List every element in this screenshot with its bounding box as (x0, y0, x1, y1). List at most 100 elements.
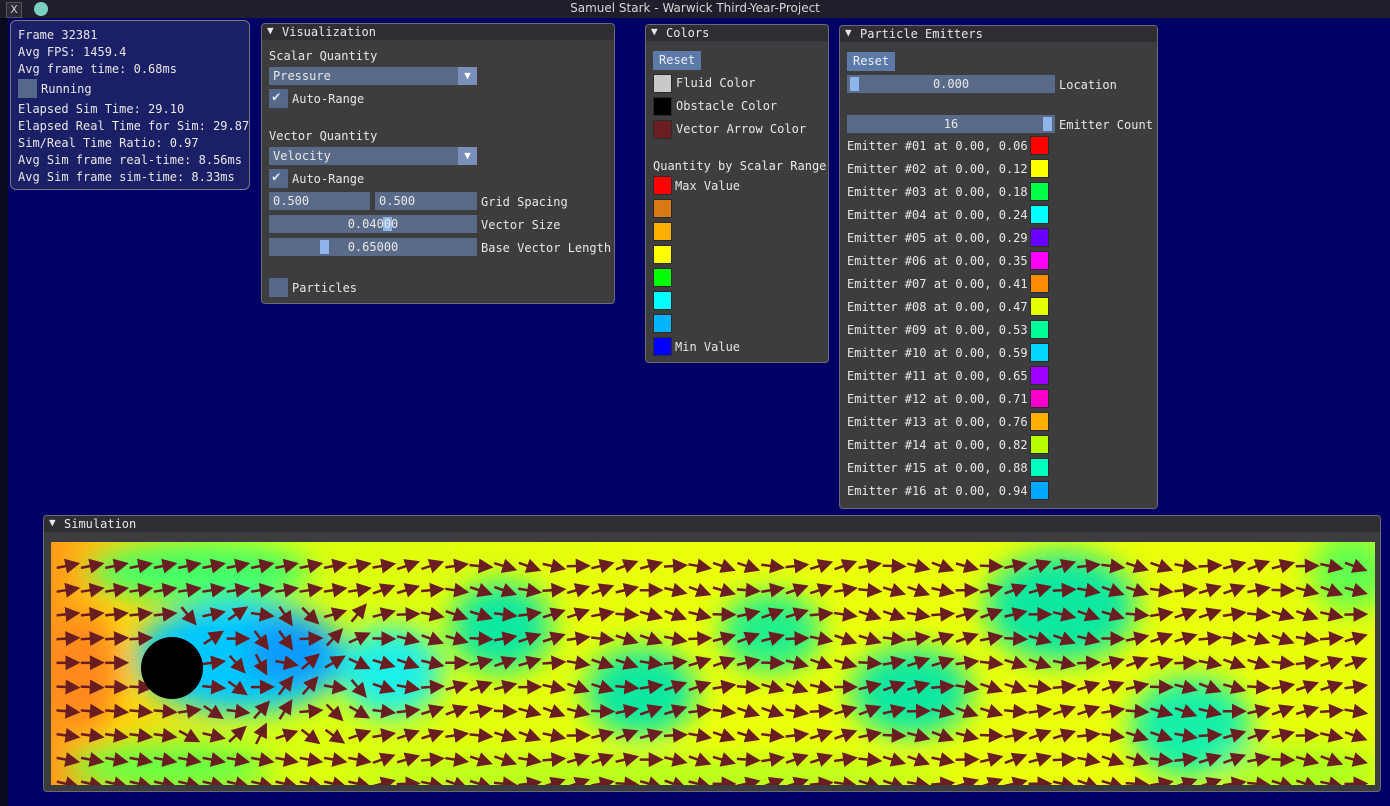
velocity-arrow (615, 606, 640, 622)
emitter-color-swatch[interactable] (1030, 412, 1049, 431)
velocity-arrow (955, 679, 980, 695)
velocity-arrow (56, 582, 81, 598)
particles-checkbox[interactable] (269, 278, 288, 297)
emitter-color-swatch[interactable] (1030, 343, 1049, 362)
velocity-arrow (615, 679, 640, 695)
collapse-arrow-icon[interactable]: ▼ (845, 26, 852, 39)
velocity-arrow (639, 558, 664, 574)
color-swatch[interactable] (653, 74, 672, 93)
vector-quantity-select[interactable]: Velocity ▼ (269, 147, 477, 165)
velocity-arrow (80, 776, 105, 785)
velocity-arrow (1077, 607, 1101, 622)
scalar-auto-range-checkbox[interactable] (269, 89, 288, 108)
scalar-range-swatch[interactable] (653, 337, 672, 356)
emitter-color-swatch[interactable] (1030, 274, 1049, 293)
velocity-arrow (105, 631, 130, 647)
velocity-arrow (834, 606, 858, 622)
window-button-icon[interactable] (34, 2, 48, 16)
velocity-arrow (1271, 582, 1296, 598)
grid-spacing-x-input[interactable]: 0.500 (269, 192, 370, 210)
velocity-arrow (105, 582, 129, 598)
vector-size-slider[interactable]: 0.04000 (269, 215, 477, 233)
emitter-color-swatch[interactable] (1030, 389, 1049, 408)
emitter-color-swatch[interactable] (1030, 458, 1049, 477)
velocity-arrow (809, 752, 834, 767)
velocity-arrow (566, 631, 591, 647)
velocity-arrow (834, 559, 858, 574)
emitter-color-swatch[interactable] (1030, 297, 1049, 316)
emitter-label: Emitter #04 at 0.00, 0.24 (847, 208, 1028, 222)
velocity-arrow (1247, 606, 1272, 622)
collapse-arrow-icon[interactable]: ▼ (651, 25, 658, 38)
velocity-arrow (203, 704, 224, 720)
velocity-arrow (591, 703, 616, 719)
emitter-color-swatch[interactable] (1030, 435, 1049, 454)
emitter-color-swatch[interactable] (1030, 481, 1049, 500)
chevron-down-icon[interactable]: ▼ (458, 67, 477, 85)
emitter-count-slider[interactable]: 16 (847, 115, 1055, 133)
velocity-arrow (300, 728, 321, 745)
emitter-color-swatch[interactable] (1030, 136, 1049, 155)
colors-reset-button[interactable]: Reset (653, 51, 702, 70)
velocity-arrow (323, 679, 348, 695)
slider-grab[interactable] (320, 240, 329, 254)
color-swatch[interactable] (653, 120, 672, 139)
scalar-range-swatch[interactable] (653, 268, 672, 287)
base-vector-length-slider[interactable]: 0.65000 (269, 238, 477, 256)
velocity-arrow (325, 703, 344, 722)
colors-titlebar[interactable]: ▼ Colors (646, 25, 828, 41)
velocity-arrow (1028, 631, 1052, 646)
velocity-arrow (518, 728, 542, 743)
slider-grab[interactable] (383, 217, 392, 231)
velocity-arrow (129, 606, 154, 622)
emitter-label: Emitter #13 at 0.00, 0.76 (847, 415, 1028, 429)
velocity-arrow (323, 582, 348, 598)
slider-grab[interactable] (850, 77, 859, 91)
velocity-arrow (493, 776, 518, 785)
collapse-arrow-icon[interactable]: ▼ (49, 516, 56, 529)
velocity-arrow (396, 606, 421, 622)
velocity-arrow (177, 752, 202, 767)
vector-auto-range-checkbox[interactable] (269, 169, 288, 188)
running-checkbox[interactable] (18, 79, 37, 98)
scalar-range-swatch[interactable] (653, 245, 672, 264)
location-slider[interactable]: 0.000 (847, 75, 1055, 93)
emitters-titlebar[interactable]: ▼ Particle Emitters (840, 26, 1157, 42)
emitter-color-swatch[interactable] (1030, 182, 1049, 201)
scalar-range-swatch[interactable] (653, 176, 672, 195)
simulation-view[interactable] (51, 542, 1375, 785)
emitter-color-swatch[interactable] (1030, 228, 1049, 247)
velocity-arrow (1077, 728, 1101, 743)
slider-grab[interactable] (1043, 117, 1052, 131)
scalar-range-swatch[interactable] (653, 291, 672, 310)
velocity-arrow (858, 631, 882, 646)
visualization-titlebar[interactable]: ▼ Visualization (262, 24, 614, 40)
chevron-down-icon[interactable]: ▼ (458, 147, 477, 165)
velocity-arrow (1077, 631, 1101, 646)
emitter-color-swatch[interactable] (1030, 205, 1049, 224)
location-value: 0.000 (932, 77, 970, 91)
simulation-titlebar[interactable]: ▼ Simulation (44, 516, 1380, 532)
collapse-arrow-icon[interactable]: ▼ (267, 24, 274, 37)
emitter-color-swatch[interactable] (1030, 251, 1049, 270)
velocity-arrow (202, 752, 227, 767)
velocity-arrow (300, 653, 320, 670)
emitter-color-swatch[interactable] (1030, 159, 1049, 178)
emitter-label: Emitter #15 at 0.00, 0.88 (847, 461, 1028, 475)
velocity-arrow (542, 558, 567, 574)
emitter-color-swatch[interactable] (1030, 320, 1049, 339)
emitters-reset-button[interactable]: Reset (847, 52, 896, 71)
velocity-arrow (105, 679, 130, 695)
grid-spacing-y-input[interactable]: 0.500 (375, 192, 477, 210)
x-app-icon[interactable]: X (6, 2, 22, 18)
color-swatch[interactable] (653, 97, 672, 116)
velocity-arrow (348, 655, 371, 670)
scalar-range-swatch[interactable] (653, 199, 672, 218)
velocity-arrow (80, 703, 105, 719)
scalar-range-swatch[interactable] (653, 222, 672, 241)
scalar-quantity-select[interactable]: Pressure ▼ (269, 67, 477, 85)
emitter-color-swatch[interactable] (1030, 366, 1049, 385)
velocity-arrow (396, 631, 421, 646)
velocity-arrow (278, 605, 293, 627)
scalar-range-swatch[interactable] (653, 314, 672, 333)
